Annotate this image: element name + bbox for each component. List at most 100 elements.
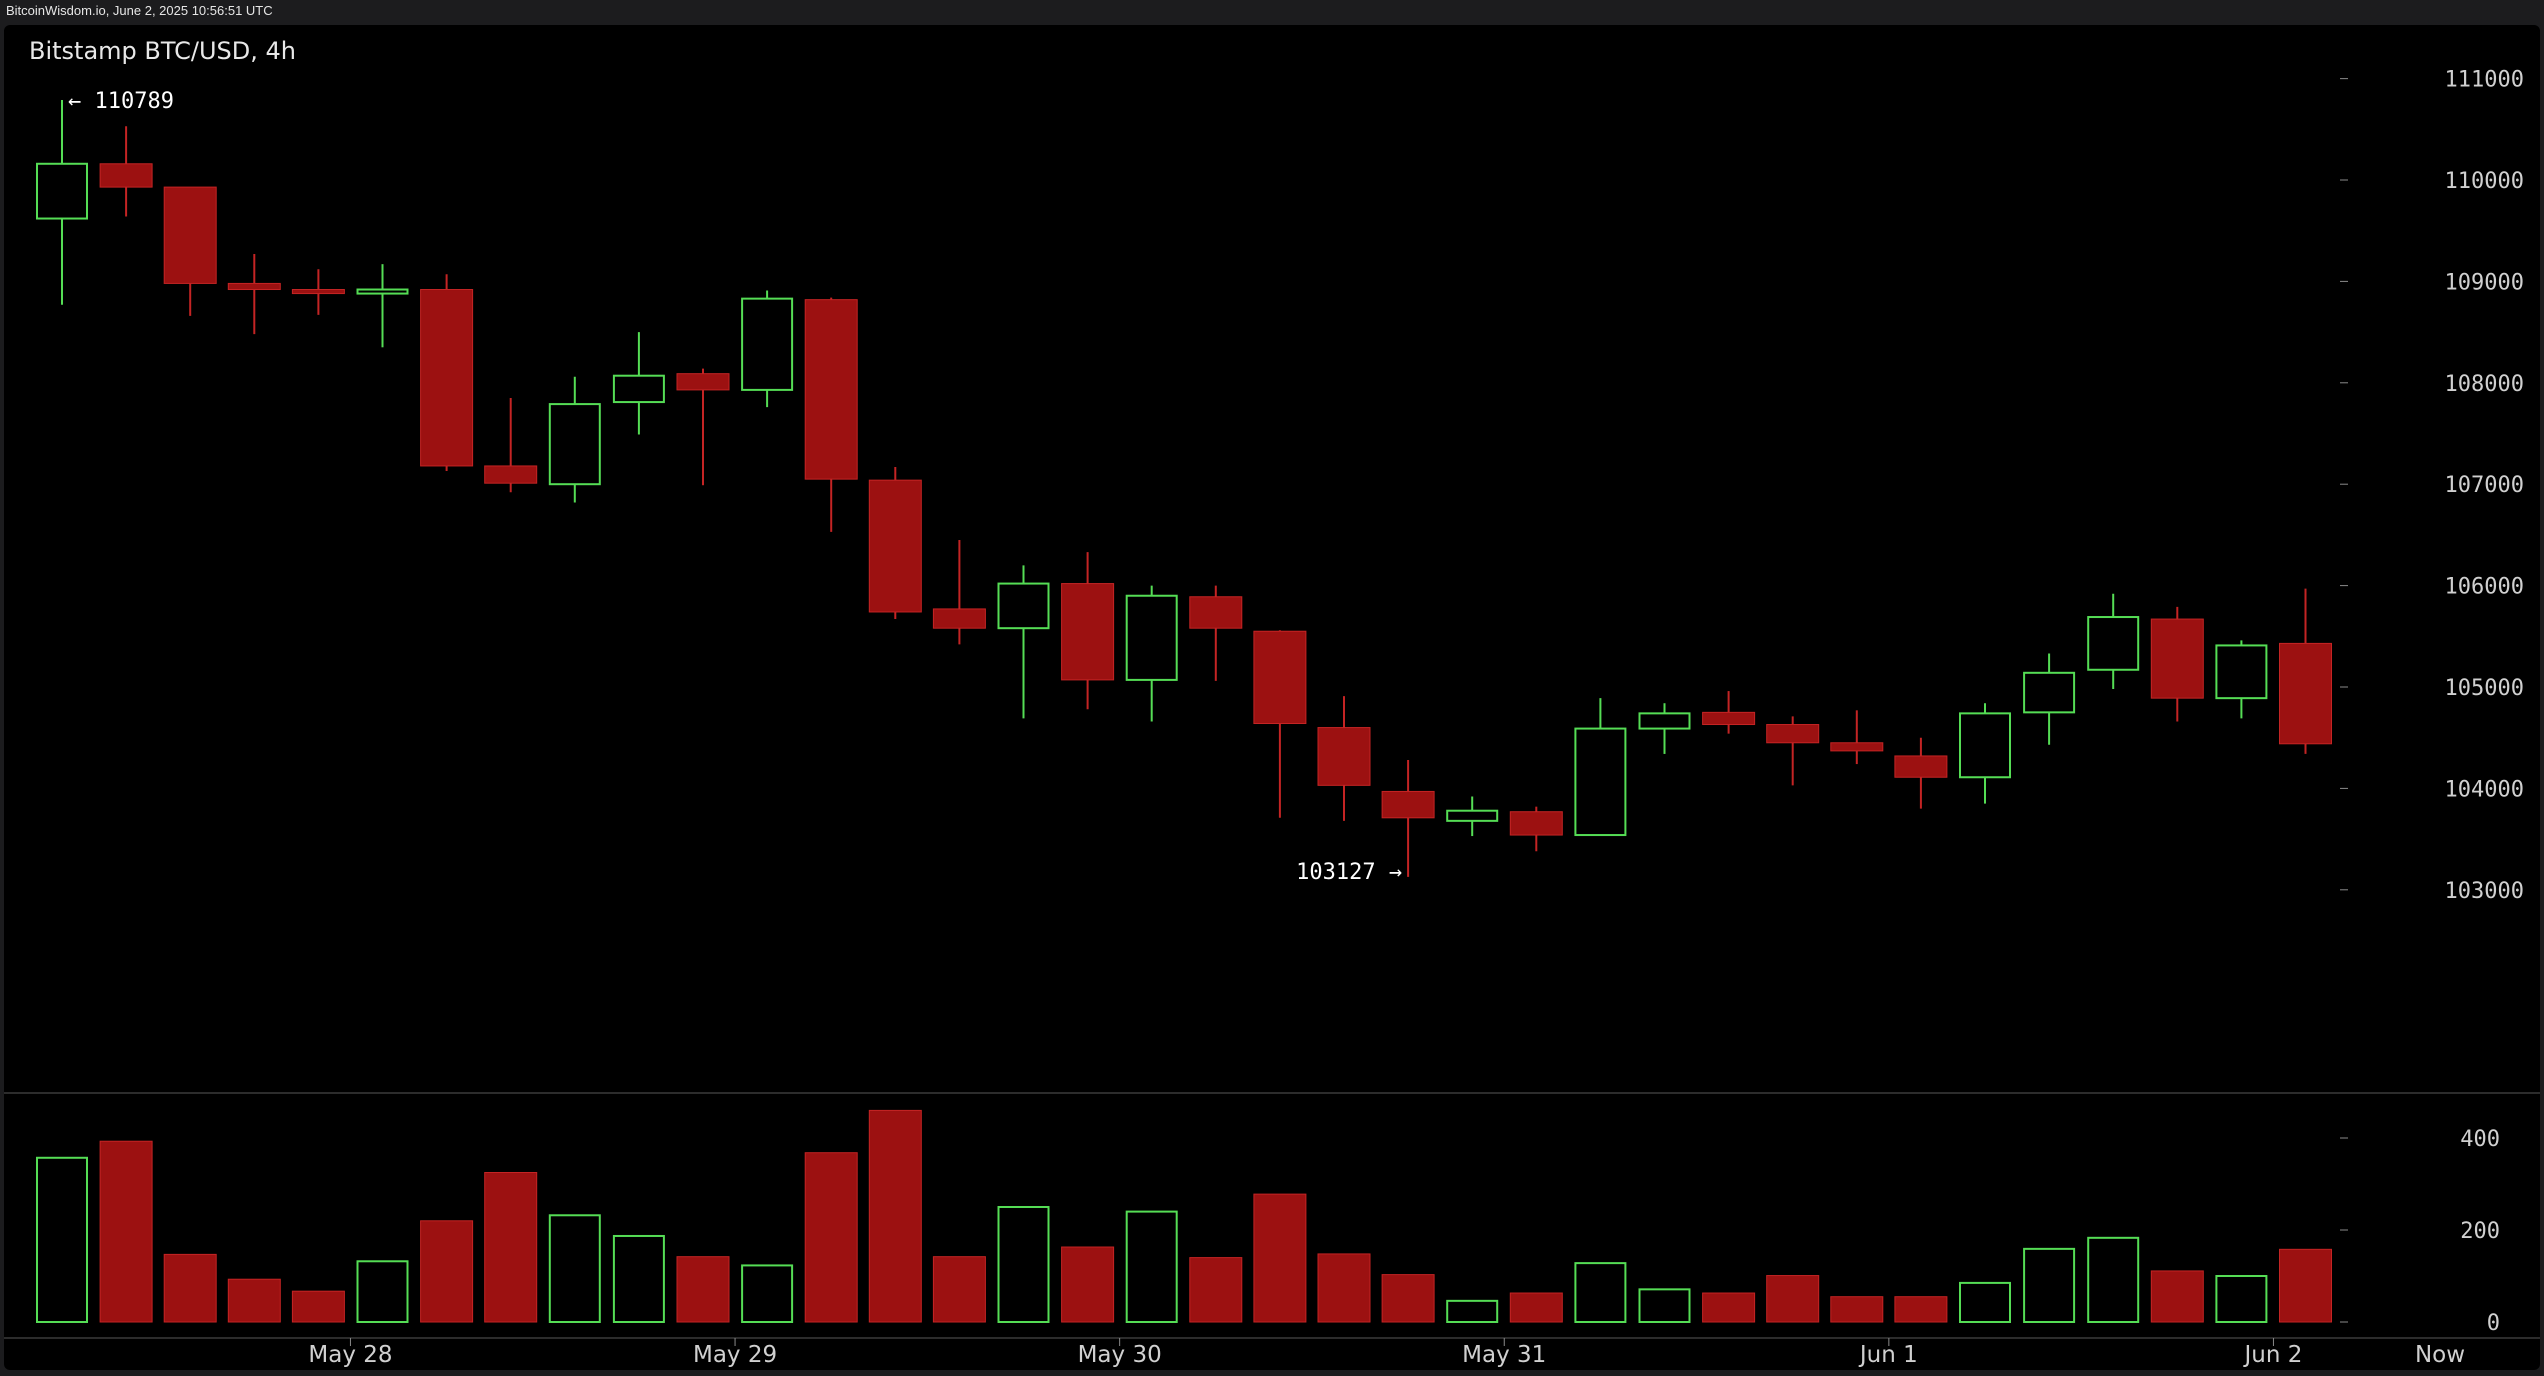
candle-body	[356, 288, 409, 295]
volume-bar	[356, 1260, 409, 1324]
candle-body	[1702, 711, 1756, 726]
volume-bar	[804, 1152, 858, 1323]
volume-bar	[932, 1256, 986, 1323]
volume-bar	[36, 1156, 88, 1324]
candle-body	[2150, 618, 2204, 699]
volume-bar	[997, 1206, 1050, 1323]
price-annotation: ← 110789	[68, 89, 174, 114]
candle-body	[227, 282, 281, 291]
volume-bar	[2087, 1236, 2140, 1323]
volume-bar	[1638, 1288, 1691, 1323]
volume-bar	[1830, 1296, 1884, 1323]
chart-title: Bitstamp BTC/USD, 4h	[29, 37, 296, 65]
price-tick-label: 105000	[2445, 676, 2524, 701]
date-tick-label: May 30	[1078, 1342, 1162, 1368]
volume-bar	[548, 1214, 601, 1324]
volume-bar	[1061, 1246, 1115, 1323]
candle-body	[548, 403, 601, 486]
candle-body	[1125, 594, 1178, 681]
candle-body	[1381, 790, 1435, 819]
price-tick-label: 109000	[2445, 270, 2524, 295]
volume-bar	[1509, 1292, 1563, 1323]
volume-bar	[1574, 1262, 1627, 1323]
price-annotation: 103127 →	[1296, 860, 1402, 885]
volume-bars	[36, 1109, 2332, 1324]
volume-bar	[1317, 1253, 1371, 1323]
volume-bar	[1446, 1299, 1499, 1323]
volume-bar	[484, 1172, 538, 1323]
volume-bar	[868, 1109, 922, 1323]
price-tick-label: 104000	[2445, 777, 2524, 802]
volume-bar	[1189, 1257, 1243, 1323]
volume-bar	[227, 1278, 281, 1323]
now-label: Now	[2415, 1342, 2465, 1368]
candle-body	[2023, 671, 2076, 714]
candle-body	[2215, 644, 2268, 700]
candle-body	[804, 299, 858, 480]
candle-body	[1509, 811, 1563, 836]
price-tick-label: 103000	[2445, 879, 2524, 904]
volume-bar	[2150, 1270, 2204, 1323]
volume-tick-label: 200	[2460, 1219, 2500, 1244]
candle-body	[1638, 712, 1691, 730]
header-timestamp: BitcoinWisdom.io, June 2, 2025 10:56:51 …	[6, 3, 273, 18]
candle-body	[1446, 809, 1499, 822]
candle-body	[612, 374, 665, 404]
date-tick-label: May 29	[693, 1342, 777, 1368]
candle-body	[1061, 583, 1115, 681]
annotations: ← 110789 103127 →	[68, 89, 1402, 885]
volume-bar	[420, 1220, 474, 1323]
candle-body	[1253, 630, 1307, 725]
price-tick-label: 107000	[2445, 473, 2524, 498]
volume-bar	[2023, 1247, 2076, 1323]
candle-body	[1894, 755, 1948, 778]
volume-bar	[1381, 1274, 1435, 1323]
date-tick-label: Jun 2	[2243, 1342, 2303, 1368]
price-tick-label: 110000	[2445, 169, 2524, 194]
volume-tick-label: 400	[2460, 1127, 2500, 1152]
candle-body	[36, 162, 88, 220]
volume-bar	[612, 1234, 665, 1323]
candle-body	[1317, 727, 1371, 786]
volume-bar	[291, 1290, 345, 1323]
candle-body	[2087, 616, 2140, 671]
volume-bar	[1253, 1193, 1307, 1323]
volume-bar	[163, 1253, 217, 1323]
candle-body	[2279, 642, 2332, 745]
volume-bar	[1766, 1275, 1820, 1323]
candle-body	[676, 373, 730, 391]
date-tick-label: Jun 1	[1858, 1342, 1918, 1368]
price-tick-label: 106000	[2445, 575, 2524, 600]
price-axis: 103000 104000 105000 106000 107000 108000 1090…	[2340, 68, 2524, 904]
candle-body	[1959, 712, 2011, 779]
volume-axis: 0 200 400	[2340, 1127, 2500, 1336]
candle-body	[291, 289, 345, 295]
date-tick-label: May 28	[308, 1342, 392, 1368]
price-tick-label: 108000	[2445, 372, 2524, 397]
candle-body	[868, 479, 922, 613]
volume-bar	[1702, 1292, 1756, 1323]
candle-body	[932, 608, 986, 629]
volume-bar	[2279, 1248, 2332, 1323]
volume-tick-label: 0	[2487, 1311, 2500, 1336]
volume-bar	[676, 1256, 730, 1323]
candlestick-chart[interactable]: Bitstamp BTC/USD, 4h 1030001040001050001…	[4, 25, 2540, 1370]
volume-bar	[1894, 1296, 1948, 1323]
candle-body	[997, 582, 1050, 630]
candle-body	[1574, 727, 1627, 837]
price-tick-label: 111000	[2445, 68, 2524, 93]
candle-body	[1766, 724, 1820, 744]
date-axis: May 28 May 29 May 30 May 31 Jun 1 Jun 2 Now	[308, 1338, 2465, 1368]
volume-bar	[2215, 1275, 2268, 1323]
chart-frame[interactable]: Bitstamp BTC/USD, 4h 103000 104000 105000 1…	[4, 25, 2540, 1370]
candle-body	[484, 465, 538, 484]
candles	[36, 99, 2332, 877]
candle-body	[1189, 596, 1243, 629]
volume-bar	[1959, 1281, 2011, 1324]
volume-bar	[1125, 1210, 1178, 1323]
candle-body	[99, 163, 153, 188]
candle-body	[163, 186, 217, 284]
date-tick-label: May 31	[1462, 1342, 1546, 1368]
candle-body	[420, 289, 474, 467]
volume-bar	[741, 1264, 794, 1324]
